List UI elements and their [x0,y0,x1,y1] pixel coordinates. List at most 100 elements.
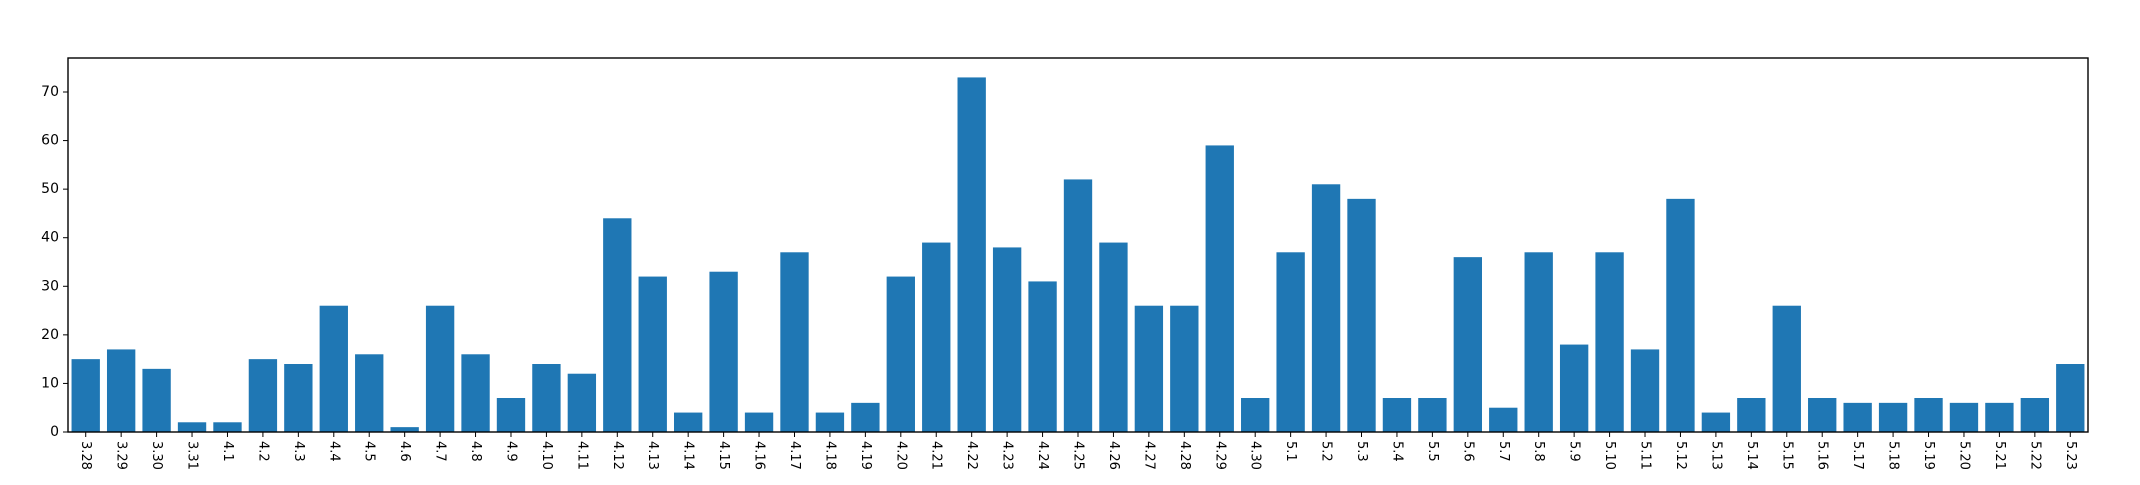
x-tick-label: 5.23 [2063,441,2078,470]
x-tick-label: 4.6 [397,441,412,462]
bars-group [71,77,2085,432]
bar-5.21 [1985,402,2014,432]
x-tick-label: 4.18 [822,441,837,470]
x-tick-label: 4.12 [610,441,625,470]
bar-4.11 [567,373,597,432]
bar-5.1 [1276,252,1305,432]
x-tick-label: 3.28 [78,441,93,470]
bar-4.9 [496,398,526,432]
bar-3.30 [142,368,171,432]
x-tick-label: 5.21 [1992,441,2007,470]
bar-4.27 [1134,305,1164,432]
bar-4.6 [390,427,419,432]
bar-4.19 [851,402,880,432]
y-tick-label: 20 [41,327,59,343]
y-tick-label: 40 [41,230,59,246]
x-tick-label: 4.29 [1212,441,1227,470]
x-tick-label: 5.15 [1779,441,1794,470]
bar-5.16 [1808,398,1837,432]
x-tick-label: 5.3 [1354,441,1369,462]
x-tick-label: 4.23 [1000,441,1015,470]
x-tick-label: 5.1 [1283,441,1298,462]
bar-3.31 [177,422,207,432]
bar-4.29 [1205,145,1234,432]
bar-5.19 [1914,398,1943,432]
bar-5.3 [1347,198,1376,432]
bar-5.2 [1311,184,1341,432]
x-tick-label: 5.18 [1886,441,1901,470]
bar-5.22 [2020,398,2050,432]
x-tick-label: 5.16 [1815,441,1830,470]
x-tick-label: 4.10 [539,441,554,470]
bar-5.17 [1843,402,1872,432]
y-tick-label: 10 [41,375,59,391]
x-tick-label: 4.30 [1248,441,1263,470]
bar-4.20 [886,276,915,432]
bar-3.28 [71,359,100,432]
x-tick-label: 4.11 [574,441,589,470]
bar-4.24 [1028,281,1057,432]
bar-3.29 [106,349,136,432]
x-tick-label: 4.28 [1177,441,1192,470]
bar-4.13 [638,276,667,432]
x-tick-label: 4.8 [468,441,483,462]
bar-4.12 [603,218,632,432]
bar-4.10 [532,364,561,432]
x-tick-label: 4.1 [220,441,235,462]
x-tick-label: 4.16 [752,441,767,470]
x-tick-label: 5.6 [1460,441,1475,462]
bar-5.20 [1949,402,1979,432]
x-tick-label: 5.5 [1425,441,1440,462]
y-tick-label: 70 [41,84,59,100]
bar-4.3 [284,364,313,432]
bar-5.6 [1453,257,1482,432]
bar-4.25 [1063,179,1093,432]
x-tick-label: 5.7 [1496,441,1511,462]
bar-5.12 [1666,198,1695,432]
x-tick-label: 5.17 [1850,441,1865,470]
x-tick-label: 3.30 [149,441,164,470]
x-tick-label: 4.2 [255,441,270,462]
x-tick-label: 4.20 [893,441,908,470]
x-tick-label: 4.26 [1106,441,1121,470]
x-tick-label: 4.21 [929,441,944,470]
x-tick-label: 5.20 [1956,441,1971,470]
x-tick-label: 4.9 [503,441,518,462]
y-tick-label: 60 [41,133,59,149]
bar-4.14 [674,412,703,432]
x-tick-label: 4.24 [1035,441,1050,470]
bar-4.5 [355,354,384,432]
x-tick-label: 4.22 [964,441,979,470]
bar-5.4 [1382,398,1412,432]
x-tick-label: 5.12 [1673,441,1688,470]
bar-4.15 [709,271,738,432]
x-tick-label: 4.5 [362,441,377,462]
x-tick-label: 4.4 [326,441,341,462]
x-tick-label: 5.9 [1567,441,1582,462]
x-tick-label: 4.27 [1141,441,1156,470]
x-tick-label: 5.13 [1708,441,1723,470]
x-tick-label: 4.3 [291,441,306,462]
y-axis: 0 10 20 30 40 50 60 70 [41,84,68,440]
x-tick-label: 5.4 [1389,441,1404,462]
x-tick-label: 4.15 [716,441,731,470]
x-tick-label: 3.31 [185,441,200,470]
bar-5.14 [1737,398,1766,432]
bar-5.7 [1489,407,1518,432]
y-tick-label: 0 [50,424,59,440]
bar-4.4 [319,305,348,432]
y-tick-label: 30 [41,278,59,294]
x-tick-label: 4.14 [681,441,696,470]
x-tick-label: 5.2 [1319,441,1334,462]
bar-4.28 [1170,305,1199,432]
plot-frame [67,57,2089,433]
bar-4.2 [248,359,278,432]
x-tick-label: 4.19 [858,441,873,470]
bar-4.22 [957,77,986,432]
bar-4.30 [1241,398,1270,432]
bar-4.21 [922,242,951,432]
x-tick-label: 5.22 [2027,441,2042,470]
bar-5.11 [1630,349,1660,432]
